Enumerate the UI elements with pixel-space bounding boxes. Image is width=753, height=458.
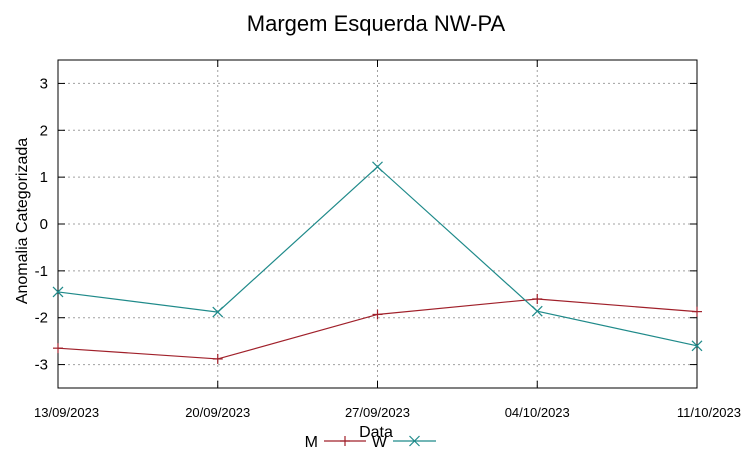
y-tick-label: 2	[40, 122, 48, 139]
marker-stroke	[212, 306, 224, 318]
legend-label: W	[372, 434, 388, 451]
data-point-w	[691, 340, 703, 352]
y-tick-label: 3	[40, 75, 48, 92]
data-point-w	[212, 306, 224, 318]
marker-stroke	[531, 305, 543, 317]
legend-marker	[340, 436, 350, 446]
y-tick-label: -1	[35, 263, 48, 280]
grid-layer	[58, 60, 697, 388]
x-axis-ticks: 13/09/2023 20/09/2023 27/09/2023 04/10/2023…	[34, 60, 741, 420]
y-tick-label: -3	[35, 357, 48, 374]
data-point-w	[531, 305, 543, 317]
y-tick-label: 0	[40, 216, 48, 233]
x-tick-label: 11/10/2023	[677, 405, 741, 420]
y-tick-label: 1	[40, 169, 48, 186]
y-axis-label: Anomalia Categorizada	[14, 138, 31, 304]
x-tick-label: 13/09/2023	[34, 405, 99, 420]
data-point-m	[532, 293, 543, 304]
y-axis-ticks: 3 2 1 0 -1 -2 -3	[35, 75, 697, 374]
x-axis-label: Data	[359, 424, 393, 441]
series-layer	[52, 161, 703, 364]
data-point-m	[372, 309, 383, 320]
marker-stroke	[409, 435, 420, 447]
data-point-m	[692, 306, 702, 317]
legend-item-w: W	[372, 434, 436, 451]
data-point-m	[53, 343, 63, 354]
x-tick-label: 27/09/2023	[345, 405, 410, 420]
marker-stroke	[372, 161, 383, 173]
series-line-m	[57, 298, 698, 360]
data-point-w	[372, 161, 383, 173]
legend-label: M	[305, 434, 318, 451]
legend-marker	[409, 435, 420, 447]
data-point-m	[212, 353, 223, 364]
chart-title: Margem Esquerda NW-PA	[247, 11, 506, 36]
marker-stroke	[52, 286, 64, 298]
legend-item-m: M	[305, 434, 366, 451]
marker-stroke	[691, 340, 703, 352]
data-point-w	[52, 286, 64, 298]
x-tick-label: 20/09/2023	[185, 405, 250, 420]
x-tick-label: 04/10/2023	[505, 405, 570, 420]
y-tick-label: -2	[35, 310, 48, 327]
